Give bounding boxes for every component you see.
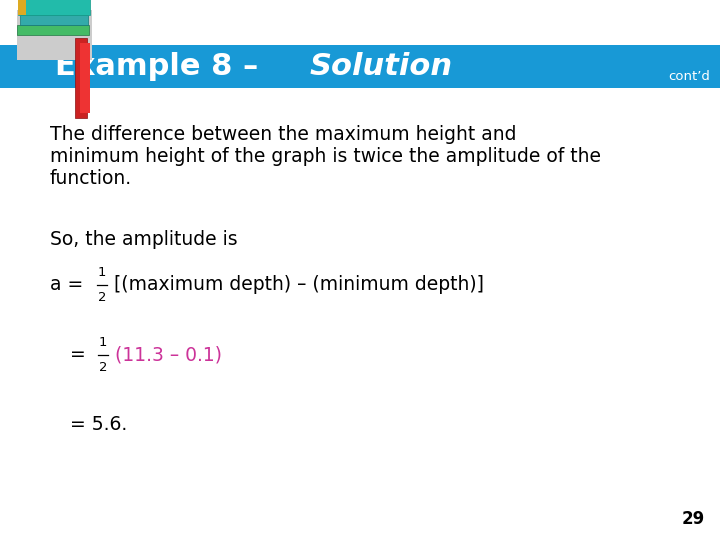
- Bar: [75, 38, 87, 118]
- Text: 29: 29: [682, 510, 705, 528]
- Text: a =: a =: [50, 275, 89, 294]
- Text: =: =: [70, 346, 91, 365]
- Text: The difference between the maximum height and: The difference between the maximum heigh…: [50, 125, 516, 144]
- Text: = 5.6.: = 5.6.: [70, 415, 127, 435]
- Bar: [17, 10, 92, 60]
- Bar: [0, 45, 720, 88]
- Text: Solution: Solution: [310, 52, 453, 81]
- Bar: [20, 15, 88, 25]
- Bar: [80, 43, 90, 113]
- Bar: [18, 0, 90, 15]
- Text: minimum height of the graph is twice the amplitude of the: minimum height of the graph is twice the…: [50, 147, 601, 166]
- Bar: [17, 25, 89, 35]
- Text: function.: function.: [50, 169, 132, 188]
- Text: So, the amplitude is: So, the amplitude is: [50, 230, 238, 249]
- Text: 2: 2: [98, 291, 107, 304]
- Text: 2: 2: [99, 361, 107, 374]
- Text: (11.3 – 0.1): (11.3 – 0.1): [115, 346, 222, 365]
- Text: cont’d: cont’d: [668, 70, 710, 83]
- Text: [(maximum depth) – (minimum depth)]: [(maximum depth) – (minimum depth)]: [114, 275, 484, 294]
- Text: Example 8 –: Example 8 –: [55, 52, 269, 81]
- Text: 1: 1: [99, 336, 107, 349]
- Text: 1: 1: [98, 266, 106, 279]
- Bar: [18, 0, 26, 15]
